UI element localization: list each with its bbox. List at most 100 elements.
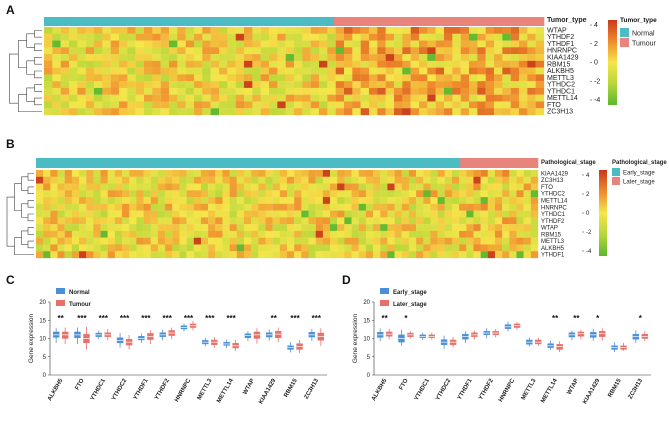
heat-cell [285, 74, 295, 82]
heat-cell [272, 183, 280, 191]
colorbar-tick-label: 4 [586, 173, 590, 179]
heat-cell [202, 33, 211, 41]
heat-cell [319, 33, 328, 41]
heat-cell [294, 40, 303, 48]
heat-cell [186, 217, 194, 225]
heat-cell [157, 244, 166, 252]
heat-cell [408, 170, 417, 177]
heat-cell [365, 230, 374, 238]
heat-cell [419, 94, 428, 102]
heat-cell [527, 87, 536, 95]
heat-cell [243, 210, 252, 218]
heat-cell [210, 81, 220, 89]
heat-cell [330, 251, 338, 259]
heat-cell [387, 230, 395, 238]
heat-cell [294, 27, 303, 34]
heat-cell [186, 224, 194, 232]
heat-cell [110, 87, 120, 95]
heat-cell [301, 244, 309, 252]
legend-swatch-tumour [620, 38, 629, 47]
heat-cell [229, 183, 237, 191]
heat-cell [308, 210, 316, 218]
heat-cell [301, 197, 309, 204]
x-tick-label-mettl3: METTL3 [197, 377, 214, 401]
heat-cell [150, 230, 159, 238]
heat-cell [85, 60, 95, 68]
heat-cell [194, 74, 203, 82]
heat-cell [52, 33, 61, 41]
heat-cell [185, 33, 195, 41]
heat-cell [437, 170, 445, 177]
heat-cell [135, 47, 145, 55]
heat-cell [144, 74, 153, 82]
y-tick-label: 5 [43, 355, 47, 361]
heat-cell [351, 176, 359, 184]
heat-cell [509, 197, 517, 204]
heat-cell [50, 176, 58, 184]
heat-cell [527, 33, 536, 41]
heat-cell [509, 230, 517, 238]
heat-cell [344, 230, 352, 238]
heat-cell [136, 203, 144, 211]
heat-cell [208, 176, 216, 184]
heat-cell [77, 74, 86, 82]
heat-cell [219, 87, 228, 95]
heat-cell [160, 87, 170, 95]
x-tick-label-mettl3: METTL3 [521, 377, 538, 401]
dendrogram-branch [34, 84, 42, 92]
row-label-ythdc2: YTHDC2 [541, 192, 566, 198]
heat-cell [272, 170, 280, 177]
heat-cell [172, 217, 180, 225]
heat-cell [179, 183, 187, 191]
heat-cell [510, 67, 520, 75]
heat-cell [437, 237, 445, 245]
heat-cell [416, 237, 424, 245]
heat-cell [459, 190, 467, 198]
heat-cell [535, 108, 545, 116]
heat-cell [344, 183, 352, 191]
dendrogram-branch [26, 60, 35, 75]
heat-cell [202, 40, 211, 48]
heat-cell [152, 108, 161, 116]
heat-cell [227, 60, 236, 68]
heat-cell [279, 244, 288, 252]
heat-cell [523, 190, 531, 198]
heat-cell [352, 94, 361, 102]
heat-cell [435, 108, 445, 116]
heat-cell [79, 244, 87, 252]
heat-cell [122, 230, 130, 238]
heat-cell [315, 224, 324, 232]
heat-cell [172, 203, 180, 211]
heat-cell [114, 183, 123, 191]
heat-cell [177, 40, 186, 48]
heat-cell [330, 170, 338, 177]
significance-mark: *** [77, 314, 87, 323]
heat-cell [265, 183, 273, 191]
heat-cell [186, 197, 194, 204]
x-tick-label-ythdf2: YTHDF2 [154, 377, 171, 401]
heat-cell [365, 170, 374, 177]
heat-cell [302, 54, 311, 61]
heat-cell [129, 203, 137, 211]
heat-cell [369, 94, 378, 102]
heat-cell [152, 27, 161, 34]
heat-cell [427, 40, 436, 48]
heat-cell [157, 217, 166, 225]
heat-cell [260, 74, 270, 82]
heat-cell [210, 40, 220, 48]
heat-cell [369, 47, 378, 55]
heat-cell [152, 40, 161, 48]
x-tick-label-mettl14: METTL14 [540, 377, 559, 404]
heat-cell [351, 251, 359, 259]
heat-cell [127, 40, 136, 48]
heat-cell [369, 74, 378, 82]
heat-cell [77, 60, 86, 68]
heat-cell [210, 101, 220, 109]
heat-cell [352, 60, 361, 68]
heat-cell [244, 74, 253, 82]
heat-cell [114, 237, 123, 245]
heat-cell [71, 190, 80, 198]
heat-cell [79, 217, 87, 225]
dendrogram-branch [27, 240, 34, 249]
heat-cell [235, 94, 245, 102]
